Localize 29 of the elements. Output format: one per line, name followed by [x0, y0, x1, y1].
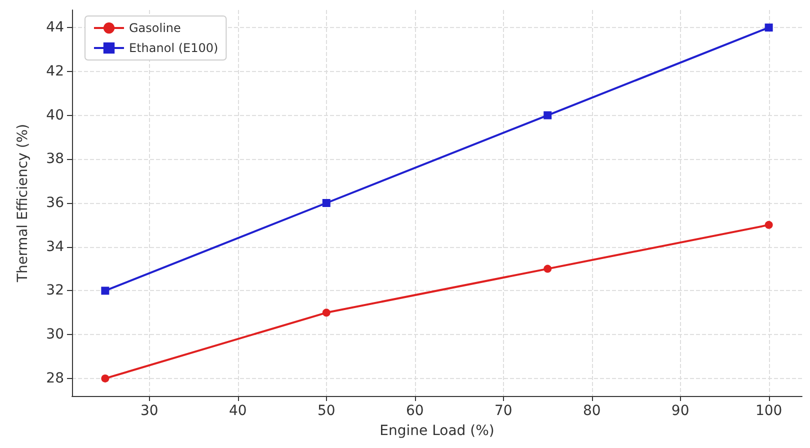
point	[544, 111, 552, 120]
y-tick-label: 34	[46, 238, 64, 255]
x-tick-label: 60	[406, 403, 424, 419]
x-tick-label: 80	[582, 403, 601, 419]
x-tick-label: 30	[140, 403, 158, 419]
point	[322, 308, 330, 317]
x-tick-label: 100	[755, 403, 782, 419]
point	[322, 199, 330, 207]
y-tick-label: 38	[46, 151, 64, 168]
y-tick-label: 30	[46, 326, 64, 343]
point	[101, 286, 110, 295]
legend-label: Gasoline	[129, 21, 181, 35]
y-axis-title: Thermal Efficiency (%)	[15, 124, 31, 284]
point	[544, 264, 552, 273]
x-tick-label: 70	[494, 403, 512, 419]
y-tick-label: 36	[46, 195, 64, 211]
x-tick-label: 40	[228, 403, 247, 419]
point	[101, 374, 110, 382]
y-tick-label: 28	[46, 370, 64, 386]
x-tick-label: 50	[317, 403, 336, 419]
point	[764, 220, 773, 229]
point	[764, 24, 773, 32]
y-tick-label: 42	[46, 63, 64, 80]
x-tick-label: 90	[671, 403, 690, 419]
y-tick-label: 44	[46, 20, 64, 36]
legend-label: Ethanol (E100)	[129, 41, 218, 55]
y-tick-label: 32	[46, 282, 64, 299]
x-axis-title: Engine Load (%)	[380, 423, 494, 439]
y-tick-label: 40	[46, 107, 64, 124]
